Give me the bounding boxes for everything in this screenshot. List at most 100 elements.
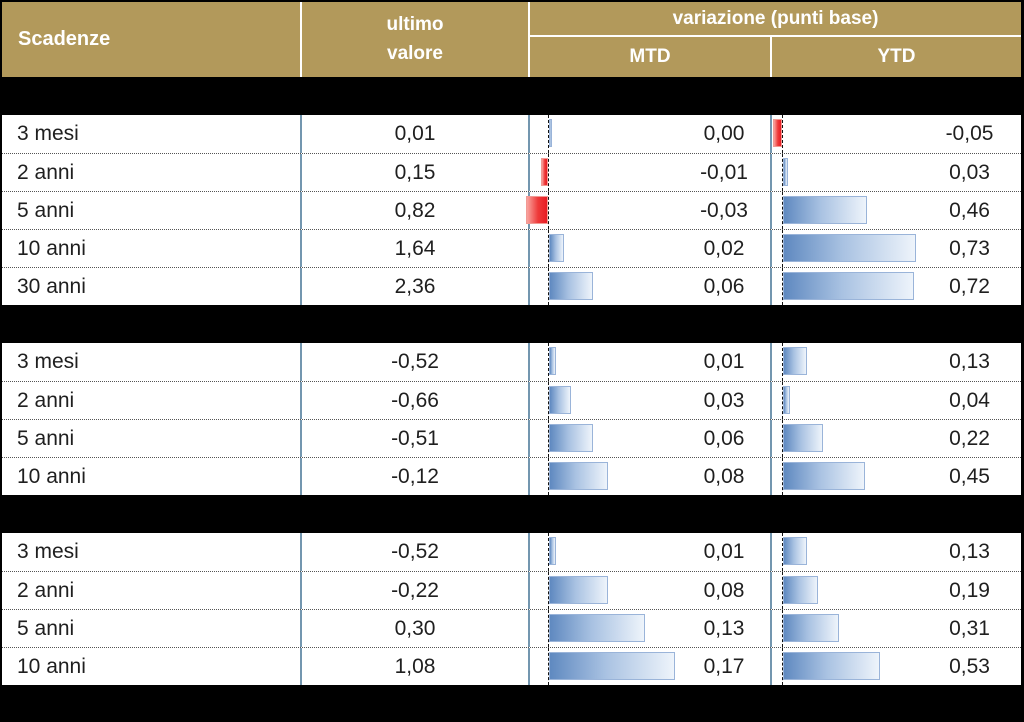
section-1: 3 mesi 0,01 0,00 -0,05 2 anni 0,15 -0,01 0,03 5 … (2, 115, 1021, 305)
ytd-data-bar (773, 119, 782, 147)
ytd-value: 0,13 (949, 350, 990, 373)
column-header-scadenze: Scadenze (2, 2, 302, 77)
ytd-data-bar (783, 424, 823, 452)
ytd-data-bar (783, 158, 788, 186)
mtd-data-bar (549, 119, 552, 147)
mtd-data-bar (549, 614, 645, 642)
mtd-baseline (548, 458, 549, 495)
table-row: 3 mesi -0,52 0,01 0,13 (2, 533, 1021, 571)
ytd-baseline (782, 382, 783, 419)
ytd-value: 0,31 (949, 616, 990, 640)
column-header-variazione: variazione (punti base) (530, 2, 1021, 37)
maturity-label: 5 anni (2, 420, 302, 457)
mtd-baseline (548, 572, 549, 609)
ytd-value: 0,19 (949, 578, 990, 602)
ultimo-valore-value: -0,52 (302, 533, 530, 571)
section-divider-3 (2, 495, 1021, 533)
ultimo-valore-line2: valore (387, 43, 443, 64)
mtd-value: 0,17 (703, 654, 745, 678)
ytd-value: -0,05 (945, 122, 994, 145)
mtd-baseline (548, 192, 549, 229)
maturity-label: 3 mesi (2, 115, 302, 153)
maturity-label: 2 anni (2, 382, 302, 419)
mtd-baseline (548, 268, 549, 305)
ultimo-valore-value: -0,52 (302, 343, 530, 381)
mtd-cell: 0,08 (530, 458, 772, 495)
ytd-baseline (782, 343, 783, 381)
section-2: 3 mesi -0,52 0,01 0,13 2 anni -0,66 0,03 0,04 5 … (2, 343, 1021, 495)
mtd-cell: -0,03 (526, 192, 772, 229)
column-header-ultimo-valore: ultimo valore (302, 2, 530, 77)
ytd-cell: 0,13 (772, 533, 1021, 571)
mtd-baseline (548, 382, 549, 419)
ytd-cell: 0,04 (772, 382, 1021, 419)
mtd-cell: 0,06 (530, 268, 772, 305)
mtd-value: 0,06 (703, 274, 745, 298)
ytd-cell: 0,22 (772, 420, 1021, 457)
ytd-data-bar (783, 386, 790, 414)
ytd-cell: -0,05 (772, 115, 1021, 153)
maturity-label: 2 anni (2, 572, 302, 609)
ytd-value: 0,46 (949, 198, 990, 222)
mtd-cell: 0,00 (530, 115, 772, 153)
maturity-label: 2 anni (2, 154, 302, 191)
table-body: 3 mesi 0,01 0,00 -0,05 2 anni 0,15 -0,01 0,03 5 … (2, 77, 1021, 685)
ultimo-valore-value: -0,22 (302, 572, 530, 609)
ytd-cell: 0,46 (772, 192, 1021, 229)
mtd-data-bar (549, 272, 593, 300)
ytd-value: 0,13 (949, 540, 990, 563)
mtd-value: 0,01 (703, 350, 745, 373)
table-row: 5 anni 0,30 0,13 0,31 (2, 609, 1021, 647)
ytd-baseline (782, 648, 783, 685)
ultimo-valore-line1: ultimo (386, 14, 444, 35)
mtd-baseline (548, 610, 549, 647)
table-row: 30 anni 2,36 0,06 0,72 (2, 267, 1021, 305)
maturity-label: 10 anni (2, 230, 302, 267)
ytd-data-bar (783, 462, 865, 490)
mtd-data-bar (549, 462, 608, 490)
ytd-value: 0,53 (949, 654, 990, 678)
ytd-baseline (782, 533, 783, 571)
table-row: 10 anni 1,08 0,17 0,53 (2, 647, 1021, 685)
ytd-baseline (782, 268, 783, 305)
table-row: 5 anni 0,82 -0,03 0,46 (2, 191, 1021, 229)
maturity-label: 5 anni (2, 610, 302, 647)
ytd-cell: 0,31 (772, 610, 1021, 647)
ultimo-valore-value: 0,15 (302, 154, 530, 191)
ytd-baseline (782, 458, 783, 495)
ultimo-valore-value: -0,12 (302, 458, 530, 495)
mtd-cell: 0,02 (530, 230, 772, 267)
ytd-cell: 0,45 (772, 458, 1021, 495)
ytd-data-bar (783, 234, 916, 262)
ytd-baseline (782, 230, 783, 267)
table-row: 3 mesi 0,01 0,00 -0,05 (2, 115, 1021, 153)
mtd-cell: 0,01 (530, 533, 772, 571)
mtd-data-bar (549, 652, 675, 680)
maturity-label: 3 mesi (2, 533, 302, 571)
section-3: 3 mesi -0,52 0,01 0,13 2 anni -0,22 0,08 0,19 5 … (2, 533, 1021, 685)
mtd-baseline (548, 420, 549, 457)
ytd-data-bar (783, 537, 807, 565)
ytd-value: 0,03 (949, 160, 990, 184)
ytd-value: 0,73 (949, 236, 990, 260)
table-header: Scadenze ultimo valore variazione (punti… (2, 2, 1021, 77)
mtd-cell: 0,06 (530, 420, 772, 457)
mtd-value: 0,06 (703, 426, 745, 450)
ytd-data-bar (783, 652, 880, 680)
mtd-cell: 0,17 (530, 648, 772, 685)
ytd-baseline (782, 115, 783, 153)
ultimo-valore-value: 0,01 (302, 115, 530, 153)
ytd-value: 0,22 (949, 426, 990, 450)
mtd-cell: 0,01 (530, 343, 772, 381)
ultimo-valore-value: -0,51 (302, 420, 530, 457)
mtd-value: 0,01 (703, 540, 745, 563)
mtd-cell: 0,13 (530, 610, 772, 647)
ytd-cell: 0,13 (772, 343, 1021, 381)
ytd-data-bar (783, 347, 807, 375)
mtd-data-bar (549, 537, 556, 565)
table-row: 3 mesi -0,52 0,01 0,13 (2, 343, 1021, 381)
ytd-cell: 0,03 (772, 154, 1021, 191)
ytd-data-bar (783, 614, 839, 642)
bottom-divider (2, 685, 1021, 722)
